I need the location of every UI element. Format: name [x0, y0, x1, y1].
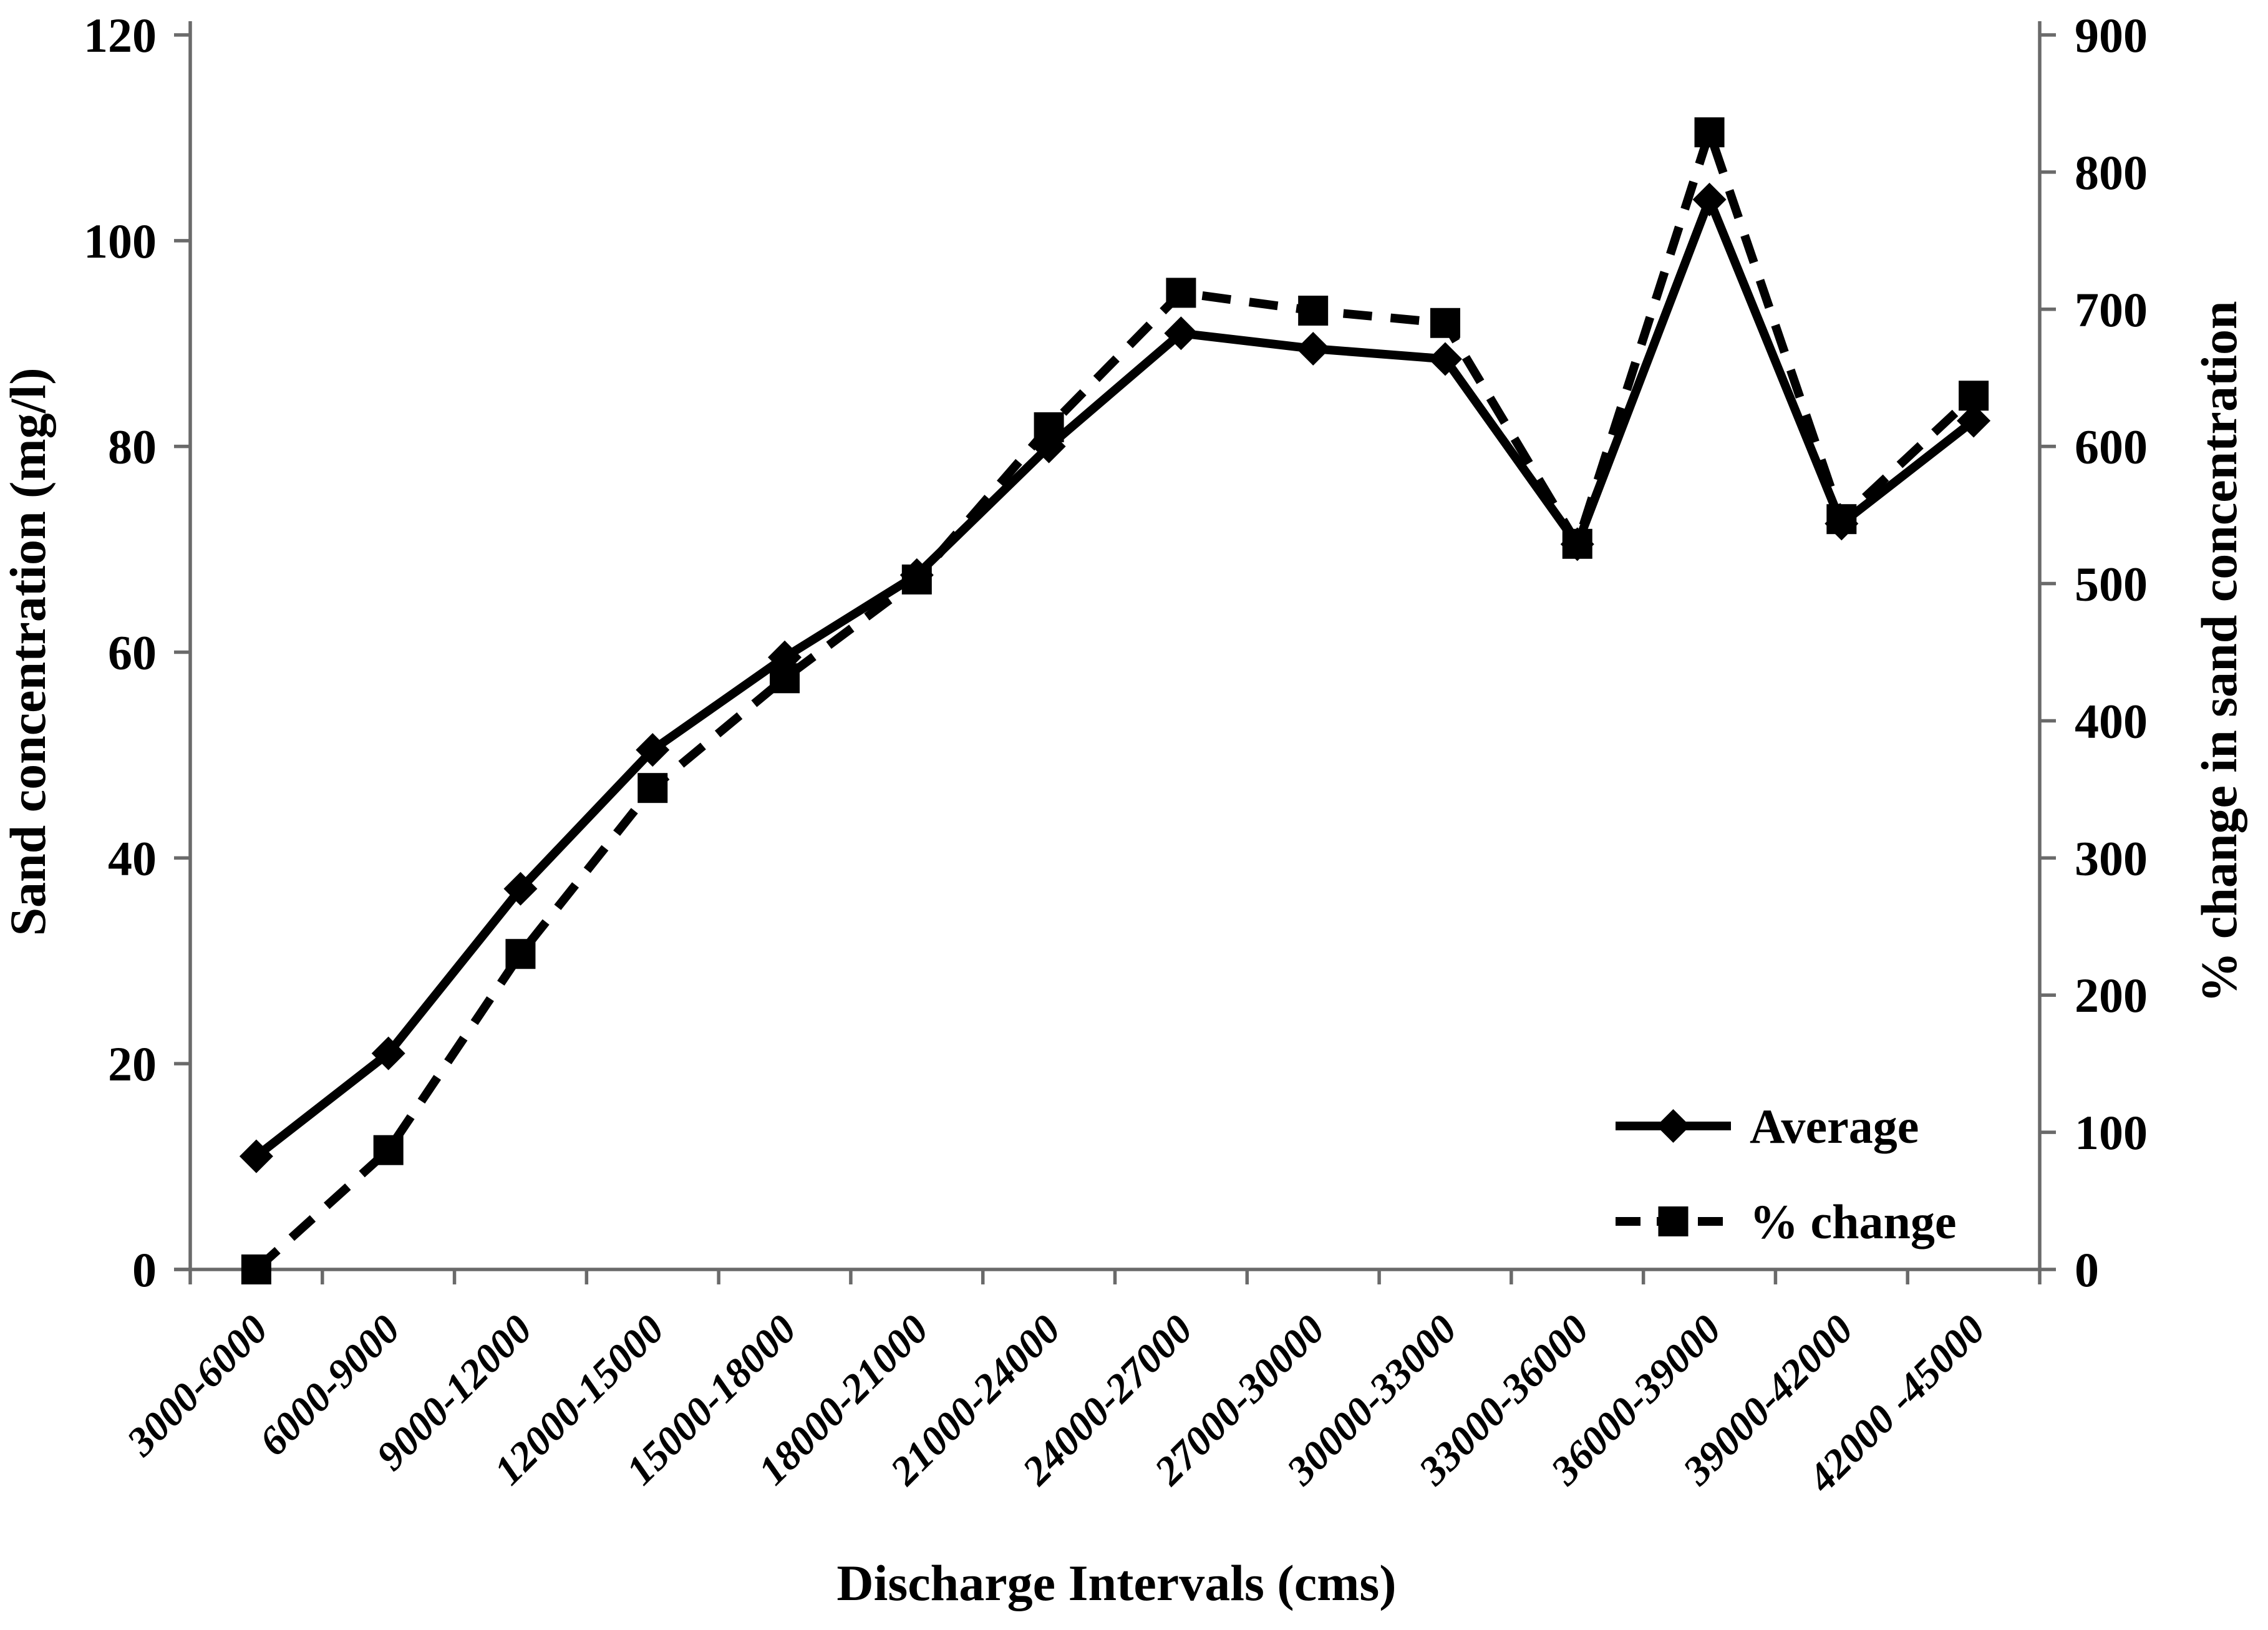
y-axis-right-tick-label: 700	[2075, 283, 2148, 337]
change-series-marker	[1166, 278, 1196, 308]
average-series-marker	[768, 640, 802, 674]
y-axis-left-tick-label: 100	[84, 214, 157, 268]
average-series-marker	[1164, 316, 1198, 351]
y-axis-right-tick-label: 0	[2075, 1243, 2099, 1297]
y-axis-left-tick-label: 20	[108, 1037, 157, 1091]
average-series-marker	[1428, 342, 1462, 376]
left-axis-title: Sand concentration (mg/l)	[0, 367, 56, 936]
average-series-marker	[503, 871, 538, 906]
change-series-line	[253, 118, 1977, 1273]
x-category-label: 3000-6000	[118, 1306, 277, 1465]
y-axis-right-tick-label: 200	[2075, 968, 2148, 1022]
change-series-marker	[637, 773, 668, 803]
average-series-marker	[1560, 527, 1594, 561]
y-axis-left-tick-label: 0	[132, 1243, 157, 1297]
change-series-marker	[505, 939, 536, 969]
y-axis-right-tick-label: 500	[2075, 557, 2148, 611]
legend-change-label: % change	[1750, 1195, 1957, 1249]
x-axis-title: Discharge Intervals (cms)	[836, 1555, 1396, 1611]
average-series-line	[253, 187, 1977, 1160]
change-series-marker	[1430, 308, 1460, 338]
y-axis-left-tick-label: 40	[108, 831, 157, 885]
y-axis-right-tick-label: 900	[2075, 8, 2148, 62]
average-series-marker	[1032, 429, 1066, 463]
change-series-marker	[1298, 295, 1329, 326]
y-axis-right-tick-label: 800	[2075, 145, 2148, 200]
change-series-marker	[241, 1254, 271, 1284]
average-series-marker	[1296, 331, 1330, 366]
change-series-marker	[1694, 117, 1725, 148]
y-axis-right-tick-label: 400	[2075, 694, 2148, 748]
legend-average-label: Average	[1750, 1099, 1919, 1153]
average-series-marker	[1957, 404, 1991, 438]
y-axis-right-tick-label: 100	[2075, 1105, 2148, 1160]
y-axis-left-tick-label: 80	[108, 420, 157, 474]
average-series-marker	[899, 558, 934, 592]
average-series-marker	[1825, 507, 1859, 541]
average-series-marker	[1692, 182, 1727, 216]
y-axis-left-tick-label: 60	[108, 626, 157, 680]
change-series-marker	[373, 1135, 404, 1165]
y-axis-right-tick-label: 600	[2075, 420, 2148, 474]
average-series-marker	[371, 1036, 405, 1070]
average-series-marker	[239, 1139, 273, 1173]
legend-change-marker	[1658, 1206, 1689, 1236]
y-axis-right-tick-label: 300	[2075, 831, 2148, 885]
average-series-marker	[636, 733, 670, 767]
y-axis-left-tick-label: 120	[84, 8, 157, 62]
legend-average-marker	[1656, 1109, 1690, 1143]
right-axis-title: % change in sand concentration	[2191, 301, 2247, 1002]
